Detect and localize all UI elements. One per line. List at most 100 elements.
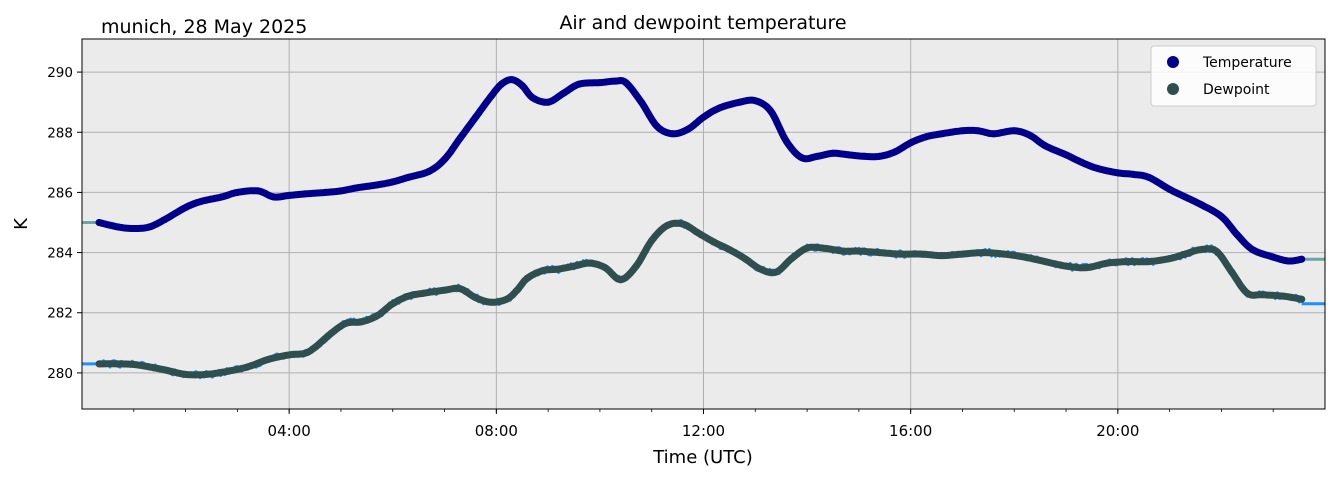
data-point-dewpoint	[788, 255, 795, 263]
data-point-temperature	[373, 181, 381, 189]
data-point-dewpoint	[244, 363, 252, 371]
data-point-temperature	[845, 151, 852, 159]
data-point-temperature	[1197, 200, 1205, 208]
data-point-dewpoint	[404, 292, 412, 300]
y-tick-label: 290	[47, 65, 73, 81]
data-point-temperature	[1249, 246, 1256, 254]
y-tick-label: 280	[47, 366, 73, 382]
data-point-temperature	[518, 82, 526, 90]
data-point-dewpoint	[819, 244, 827, 252]
data-point-temperature	[233, 188, 241, 196]
data-point-dewpoint	[441, 286, 448, 294]
data-point-dewpoint	[648, 237, 656, 244]
chart-title: Air and dewpoint temperature	[559, 12, 846, 34]
x-tick-label: 04:00	[268, 422, 311, 440]
data-point-temperature	[829, 149, 837, 157]
data-point-dewpoint	[182, 370, 190, 378]
data-point-temperature	[1166, 185, 1174, 193]
data-point-dewpoint	[1124, 258, 1132, 266]
data-point-dewpoint	[938, 252, 946, 260]
data-point-temperature	[472, 113, 480, 121]
data-point-temperature	[767, 107, 775, 115]
data-point-temperature	[1062, 151, 1070, 159]
data-point-temperature	[974, 127, 982, 135]
data-point-temperature	[990, 130, 997, 138]
data-point-temperature	[596, 79, 604, 87]
data-point-dewpoint	[95, 360, 103, 368]
data-point-dewpoint	[1228, 268, 1236, 276]
data-point-temperature	[130, 225, 138, 232]
data-point-temperature	[529, 94, 537, 102]
data-point-dewpoint	[694, 229, 702, 237]
data-point-temperature	[1041, 142, 1049, 150]
data-point-temperature	[1217, 213, 1225, 220]
data-point-dewpoint	[145, 363, 153, 371]
data-point-temperature	[456, 134, 464, 142]
data-point-temperature	[575, 80, 583, 88]
data-point-dewpoint	[373, 312, 381, 320]
data-point-temperature	[560, 89, 568, 97]
data-point-temperature	[798, 154, 806, 162]
data-point-temperature	[1026, 131, 1034, 139]
data-point-temperature	[860, 152, 868, 160]
data-point-dewpoint	[1243, 289, 1251, 297]
data-point-temperature	[813, 152, 821, 160]
data-point-temperature	[668, 130, 676, 138]
data-point-dewpoint	[311, 343, 319, 351]
data-point-temperature	[441, 155, 448, 163]
data-point-dewpoint	[503, 295, 511, 303]
data-point-dewpoint	[1021, 253, 1029, 261]
data-point-dewpoint	[725, 246, 733, 254]
data-point-temperature	[1093, 164, 1101, 172]
data-point-temperature	[922, 133, 930, 141]
data-point-temperature	[389, 178, 397, 186]
data-point-dewpoint	[456, 285, 464, 293]
data-point-dewpoint	[130, 361, 138, 368]
data-point-dewpoint	[757, 265, 764, 273]
data-point-temperature	[95, 219, 103, 226]
data-point-dewpoint	[979, 249, 987, 257]
data-point-temperature	[1181, 193, 1189, 201]
data-point-dewpoint	[264, 355, 272, 363]
legend: Temperature Dewpoint	[1150, 45, 1317, 107]
chart-subtitle: munich, 28 May 2025	[101, 16, 307, 38]
legend-label-dewpoint: Dewpoint	[1203, 82, 1270, 98]
data-point-dewpoint	[342, 319, 350, 327]
data-point-dewpoint	[1280, 292, 1288, 300]
data-point-dewpoint	[570, 262, 578, 270]
data-point-dewpoint	[1041, 258, 1049, 266]
data-point-dewpoint	[803, 244, 811, 252]
data-point-temperature	[161, 216, 169, 223]
data-point-temperature	[1145, 173, 1153, 181]
data-point-dewpoint	[1212, 247, 1220, 255]
x-tick-label: 08:00	[475, 422, 518, 440]
data-point-temperature	[876, 152, 884, 160]
data-point-dewpoint	[959, 250, 966, 258]
data-point-dewpoint	[772, 268, 780, 276]
data-point-dewpoint	[896, 250, 904, 258]
data-point-temperature	[612, 77, 619, 85]
axis-ticks: 04:00 08:00 12:00 16:00 20:00 280 282 284 286 288…	[47, 65, 1274, 440]
data-point-dewpoint	[1000, 250, 1008, 258]
data-point-temperature	[425, 167, 433, 175]
legend-box	[1150, 45, 1317, 107]
legend-label-temperature: Temperature	[1202, 55, 1292, 71]
data-point-temperature	[622, 79, 630, 87]
data-point-dewpoint	[1145, 258, 1153, 266]
data-point-temperature	[218, 193, 226, 201]
data-point-temperature	[1010, 127, 1018, 135]
data-point-temperature	[959, 127, 966, 135]
x-tick-label: 20:00	[1096, 422, 1139, 440]
data-point-dewpoint	[632, 262, 640, 270]
data-point-temperature	[653, 122, 661, 130]
data-point-dewpoint	[839, 247, 847, 255]
data-point-temperature	[114, 223, 122, 231]
data-point-dewpoint	[679, 220, 687, 228]
x-axis-label: Time (UTC)	[652, 447, 753, 468]
data-point-temperature	[145, 223, 153, 231]
data-point-dewpoint	[1166, 255, 1174, 263]
data-point-temperature	[270, 193, 278, 201]
data-point-dewpoint	[555, 265, 562, 273]
data-point-dewpoint	[358, 318, 366, 326]
